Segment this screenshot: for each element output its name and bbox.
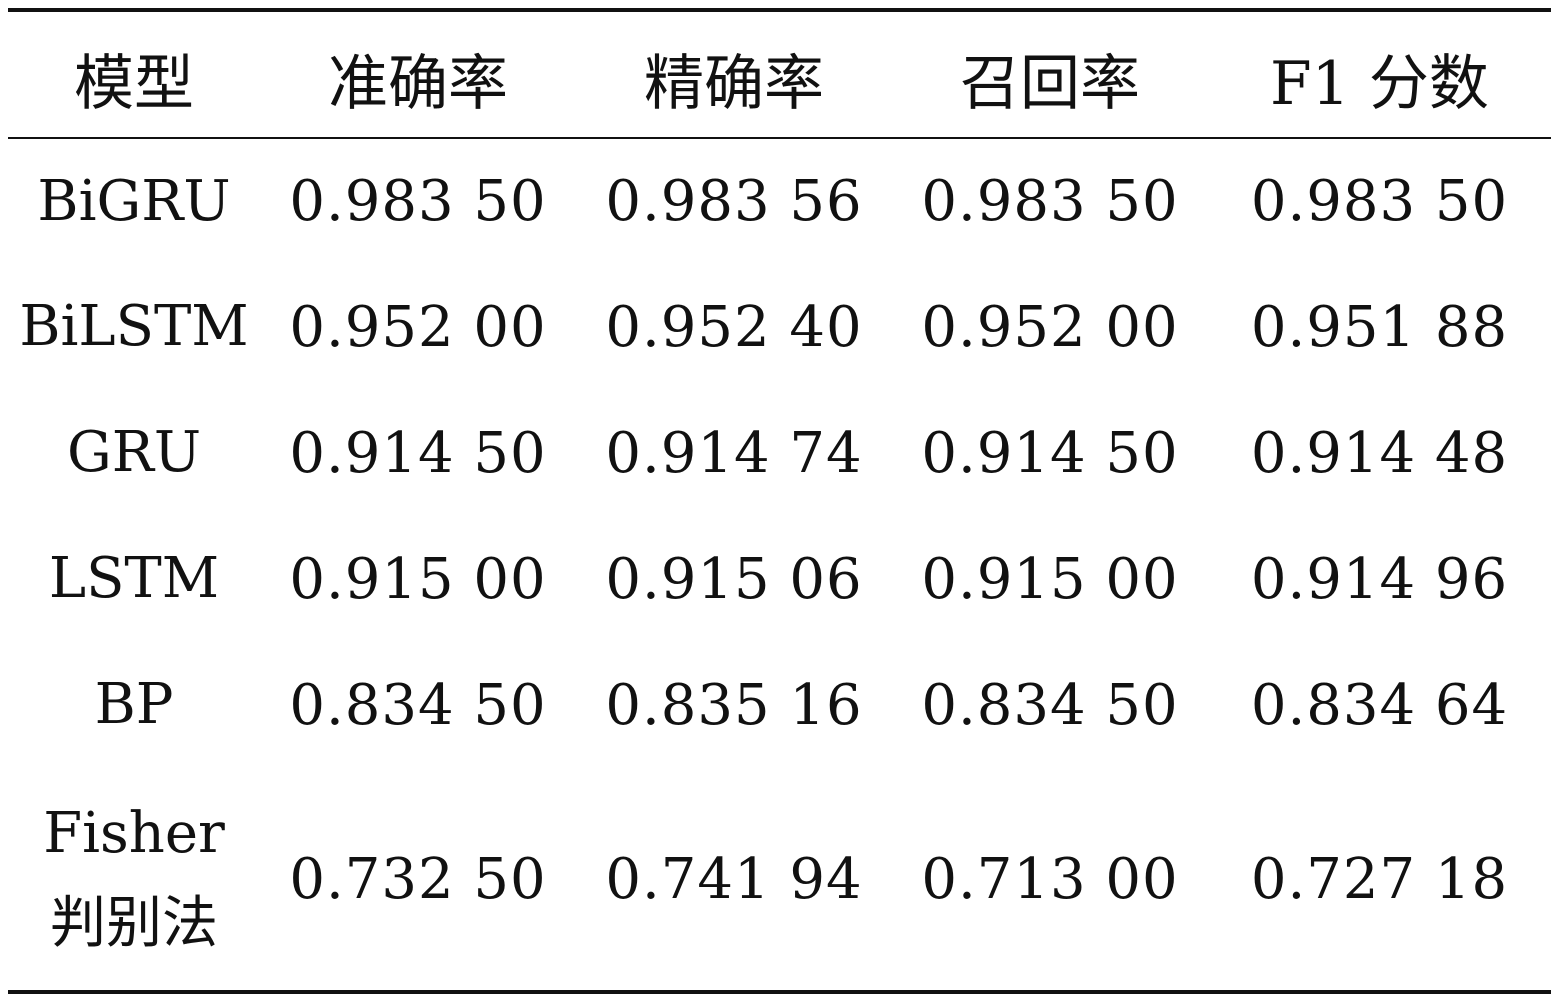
cell-precision: 0.914 74 (605, 420, 863, 486)
header-precision: 精确率 (576, 8, 892, 139)
cell-recall: 0.915 00 (921, 546, 1179, 612)
cell-f1: 0.983 50 (1250, 169, 1509, 234)
table-row: BP 0.834 50 0.835 16 0.834 50 0.834 64 (8, 642, 1551, 768)
cell-precision: 0.835 16 (605, 672, 863, 738)
cell-f1: 0.834 64 (1250, 672, 1509, 738)
metrics-table: 模型 准确率 精确率 召回率 F1 分数 BiGRU 0.983 50 0.98… (8, 8, 1551, 994)
model-name-line-1: Fisher (43, 801, 225, 866)
header-model: 模型 (8, 8, 260, 139)
cell-model: GRU (66, 420, 202, 485)
cell-model: BiGRU (37, 168, 231, 234)
header-recall: 召回率 (892, 8, 1208, 139)
table-row: BiLSTM 0.952 00 0.952 40 0.952 00 0.951 … (8, 264, 1551, 390)
cell-model: Fisher 判别法 (8, 768, 260, 994)
header-accuracy: 准确率 (260, 8, 576, 139)
table-row: BiGRU 0.983 50 0.983 56 0.983 50 0.983 5… (8, 138, 1551, 264)
cell-f1: 0.727 18 (1208, 768, 1551, 994)
cell-precision: 0.983 56 (605, 169, 863, 234)
header-f1: F1 分数 (1208, 8, 1551, 139)
table-row: GRU 0.914 50 0.914 74 0.914 50 0.914 48 (8, 390, 1551, 516)
cell-recall: 0.914 50 (921, 420, 1179, 486)
cell-recall: 0.713 00 (892, 768, 1208, 994)
cell-model: LSTM (48, 546, 220, 611)
cell-precision: 0.915 06 (605, 546, 863, 612)
cell-recall: 0.952 00 (921, 294, 1179, 360)
table-row: Fisher 判别法 0.732 50 0.741 94 0.713 00 0.… (8, 768, 1551, 994)
cell-model: BiLSTM (19, 294, 249, 359)
cell-f1: 0.914 96 (1250, 546, 1509, 612)
cell-recall: 0.983 50 (921, 169, 1179, 234)
table-row: LSTM 0.915 00 0.915 06 0.915 00 0.914 96 (8, 516, 1551, 642)
model-name-line-2: 判别法 (50, 891, 218, 956)
cell-precision: 0.741 94 (576, 768, 892, 994)
metrics-table-container: 模型 准确率 精确率 召回率 F1 分数 BiGRU 0.983 50 0.98… (8, 0, 1551, 1006)
cell-accuracy: 0.915 00 (289, 546, 547, 612)
cell-f1: 0.914 48 (1250, 420, 1509, 486)
cell-f1: 0.951 88 (1250, 294, 1509, 360)
header-row: 模型 准确率 精确率 召回率 F1 分数 (8, 8, 1551, 139)
cell-accuracy: 0.732 50 (260, 768, 576, 994)
cell-accuracy: 0.834 50 (289, 672, 547, 738)
cell-model: BP (94, 672, 174, 737)
cell-precision: 0.952 40 (605, 294, 863, 360)
cell-accuracy: 0.914 50 (289, 420, 547, 486)
cell-recall: 0.834 50 (921, 672, 1179, 738)
cell-accuracy: 0.952 00 (289, 294, 547, 360)
cell-accuracy: 0.983 50 (289, 169, 547, 234)
